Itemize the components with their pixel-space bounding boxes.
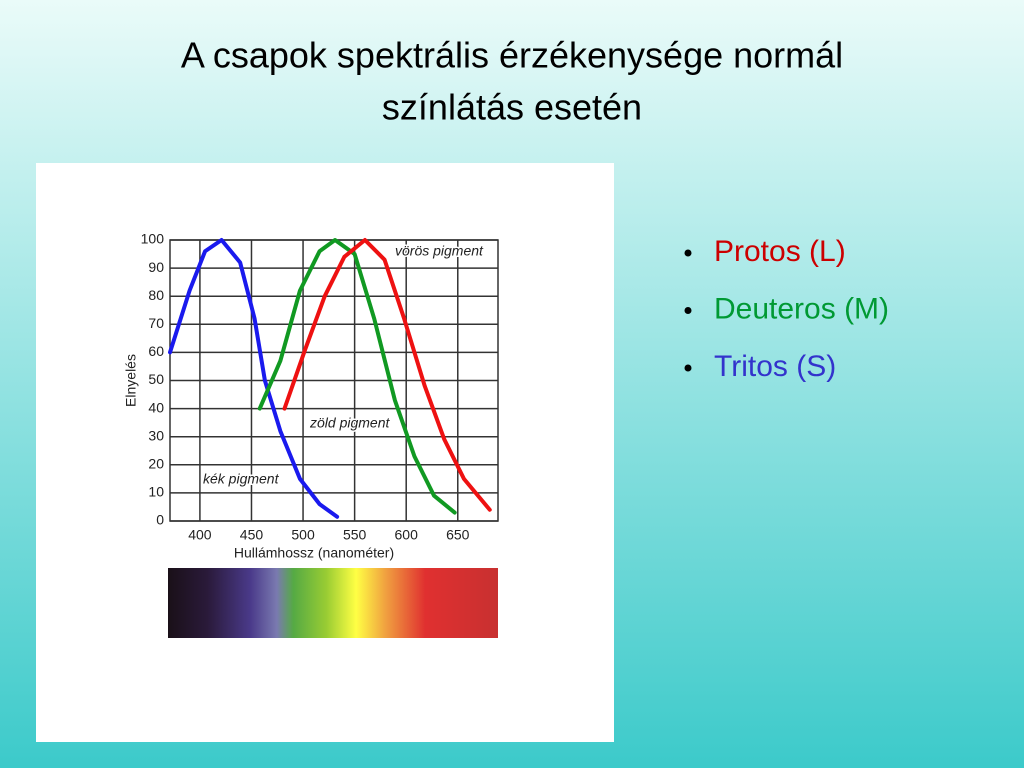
x-axis-label: Hullámhossz (nanométer) (234, 545, 394, 561)
bullet-dot (684, 307, 692, 314)
bullet-dot (684, 364, 692, 372)
y-tick-label: 100 (141, 231, 165, 247)
series-line (257, 238, 457, 515)
chart-panel (36, 163, 614, 742)
x-tick-label: 650 (446, 527, 470, 543)
y-tick-label: 70 (148, 315, 164, 331)
title-line: színlátás esetén (382, 87, 642, 128)
x-tick-label: 600 (395, 527, 419, 543)
series-line (282, 238, 492, 512)
bullet-text: Protos (L) (714, 235, 846, 268)
bullet-dot (684, 249, 692, 257)
annotation: kék pigment (203, 471, 280, 487)
x-tick-label: 400 (188, 527, 212, 543)
y-tick-label: 40 (148, 399, 164, 415)
title-line: A csapok spektrális érzékenysége normál (181, 35, 843, 76)
y-axis-label: Elnyelés (123, 354, 139, 407)
spectrum-bar (168, 568, 498, 638)
y-tick-label: 50 (148, 371, 164, 387)
y-tick-label: 10 (148, 484, 164, 500)
y-tick-label: 30 (148, 427, 164, 443)
bullet-text: Deuteros (M) (714, 292, 889, 325)
bullet-text: Tritos (S) (714, 350, 836, 383)
x-tick-label: 450 (240, 527, 264, 543)
y-tick-label: 0 (156, 512, 164, 528)
annotation: vörös pigment (395, 243, 484, 259)
series-line (168, 238, 340, 519)
y-tick-label: 80 (148, 287, 164, 303)
x-tick-label: 550 (343, 527, 367, 543)
y-tick-label: 20 (148, 456, 164, 472)
x-tick-label: 500 (291, 527, 315, 543)
y-tick-label: 60 (148, 343, 164, 359)
bullet-list: Protos (L) Deuteros (M) Tritos (S) (684, 235, 889, 383)
chart: 0 10 20 30 40 50 60 70 80 90 100 400 450 500 550 600 650… (123, 231, 499, 561)
y-tick-label: 90 (148, 259, 164, 275)
annotation: zöld pigment (309, 415, 390, 431)
